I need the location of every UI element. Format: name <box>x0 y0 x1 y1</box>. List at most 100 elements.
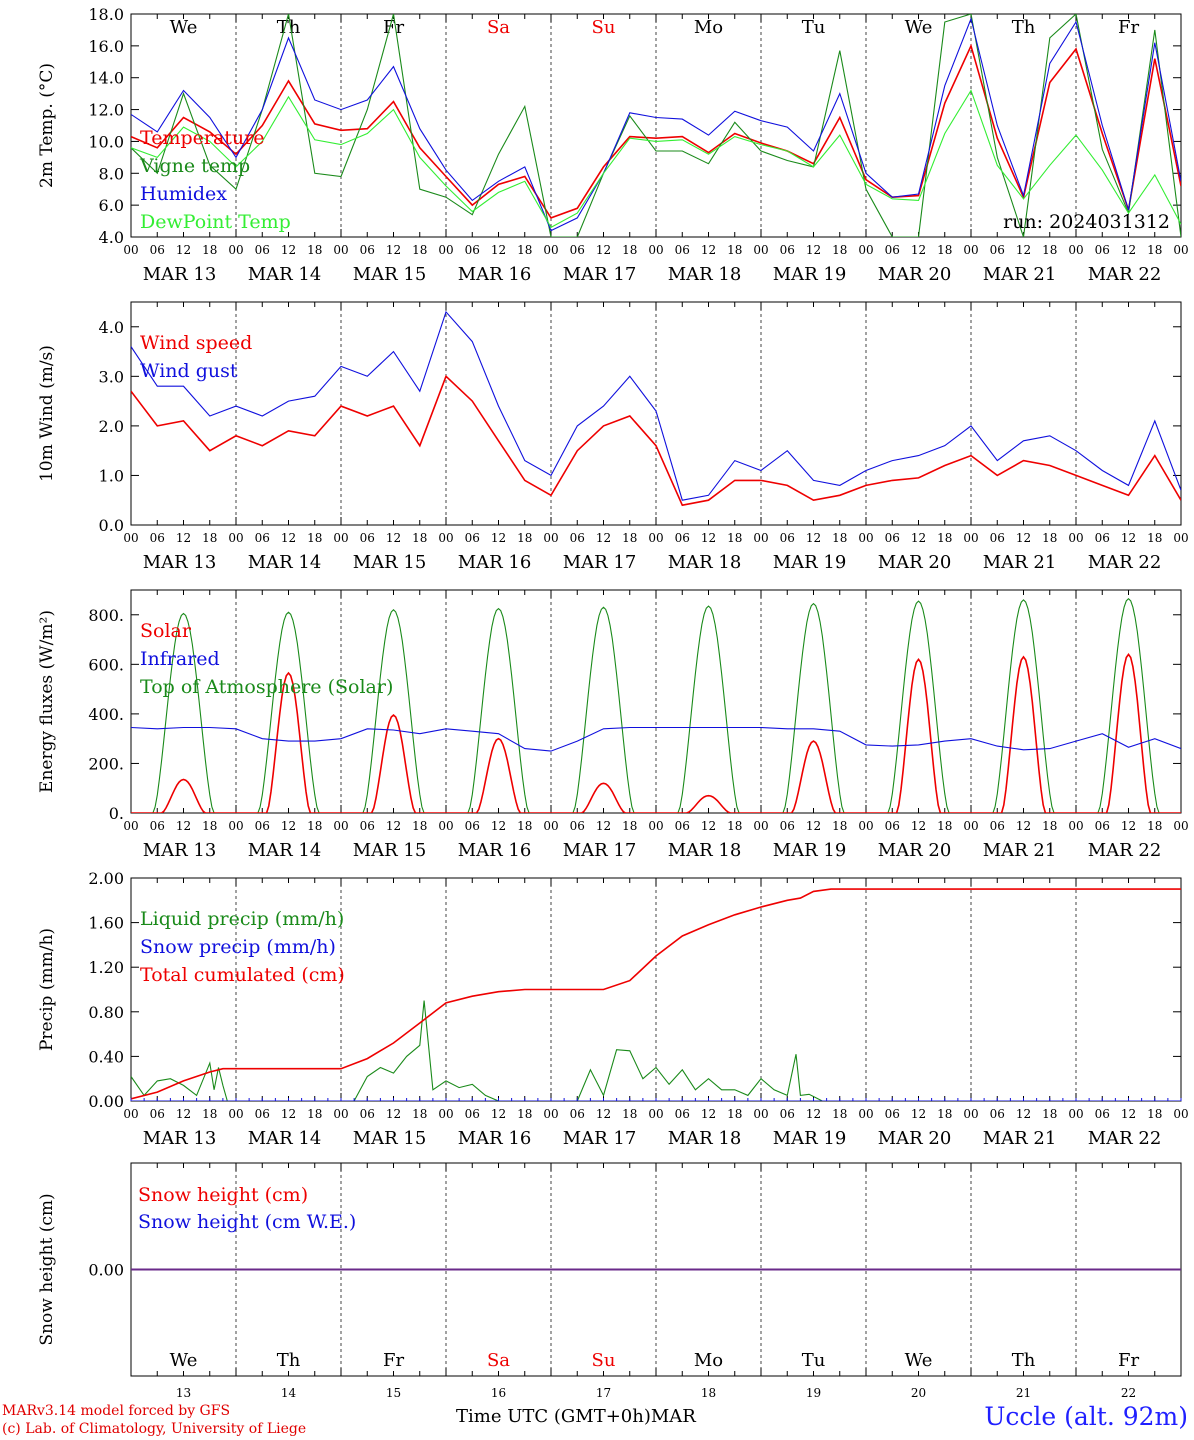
date-label: MAR 14 <box>248 1128 322 1149</box>
hour-tick-label: 06 <box>1095 243 1110 257</box>
hour-tick-label: 00 <box>858 1107 873 1121</box>
hour-tick-label: 06 <box>150 819 165 833</box>
hour-tick-label: 00 <box>123 819 138 833</box>
date-label: MAR 16 <box>458 1128 532 1149</box>
y-tick-label: 200. <box>88 754 124 773</box>
hour-tick-label: 18 <box>202 243 217 257</box>
hour-tick-label: 06 <box>780 819 795 833</box>
date-label: MAR 13 <box>143 264 217 285</box>
hour-tick-label: 06 <box>465 243 480 257</box>
date-label: MAR 15 <box>353 264 427 285</box>
day-abbr-top: Th <box>1012 17 1036 38</box>
hour-tick-label: 06 <box>465 819 480 833</box>
hour-tick-label: 12 <box>806 243 821 257</box>
date-label: MAR 22 <box>1088 840 1162 861</box>
hour-tick-label: 00 <box>333 243 348 257</box>
hour-tick-label: 06 <box>150 243 165 257</box>
y-tick-label: 8.0 <box>99 164 124 183</box>
hour-tick-label: 12 <box>491 531 506 545</box>
hour-tick-label: 18 <box>1042 819 1057 833</box>
model-credit-line-2: (c) Lab. of Climatology, University of L… <box>2 1421 307 1437</box>
day-abbr-bottom: Fr <box>1118 1350 1139 1371</box>
legend-entry: Total cumulated (cm) <box>140 964 345 986</box>
y-axis-label: Precip (mm/h) <box>37 928 57 1051</box>
series-line-toa-solar <box>131 597 1181 813</box>
day-abbr-top: Tu <box>802 17 826 38</box>
hour-tick-label: 00 <box>543 1107 558 1121</box>
hour-tick-label: 18 <box>727 1107 742 1121</box>
series-line-solar <box>131 653 1181 813</box>
hour-tick-label: 12 <box>176 1107 191 1121</box>
hour-tick-label: 12 <box>1121 531 1136 545</box>
y-tick-label: 0. <box>109 804 124 823</box>
hour-tick-label: 12 <box>491 819 506 833</box>
hour-tick-label: 06 <box>570 819 585 833</box>
hour-tick-label: 18 <box>727 531 742 545</box>
day-number: 13 <box>176 1386 191 1400</box>
hour-tick-label: 12 <box>701 531 716 545</box>
hour-tick-label: 18 <box>937 243 952 257</box>
y-tick-label: 6.0 <box>99 196 124 215</box>
hour-tick-label: 06 <box>255 1107 270 1121</box>
y-axis-label: 10m Wind (m/s) <box>37 345 57 482</box>
hour-tick-label: 12 <box>806 1107 821 1121</box>
hour-tick-label: 06 <box>780 531 795 545</box>
series-line-liquid-precip-mm-h- <box>131 1000 1181 1101</box>
hour-tick-label: 00 <box>123 531 138 545</box>
hour-tick-label: 00 <box>438 1107 453 1121</box>
date-label: MAR 20 <box>878 552 952 573</box>
y-tick-label: 16.0 <box>88 37 124 56</box>
hour-tick-label: 00 <box>648 819 663 833</box>
y-tick-label: 0.0 <box>99 516 124 535</box>
hour-tick-label: 18 <box>1147 819 1162 833</box>
hour-tick-label: 12 <box>911 243 926 257</box>
hour-tick-label: 18 <box>1042 243 1057 257</box>
date-label: MAR 17 <box>563 1128 637 1149</box>
hour-tick-label: 00 <box>1068 531 1083 545</box>
date-label: MAR 17 <box>563 264 637 285</box>
hour-tick-label: 06 <box>150 1107 165 1121</box>
run-label: run: 2024031312 <box>1003 211 1170 233</box>
date-label: MAR 21 <box>983 1128 1057 1149</box>
legend-entry: Infrared <box>140 648 220 670</box>
hour-tick-label: 00 <box>858 531 873 545</box>
date-label: MAR 14 <box>248 840 322 861</box>
hour-tick-label: 00 <box>648 531 663 545</box>
hour-tick-label: 06 <box>675 819 690 833</box>
hour-tick-label: 00 <box>858 819 873 833</box>
hour-tick-label: 12 <box>806 531 821 545</box>
day-abbr-top: We <box>170 17 198 38</box>
hour-tick-label: 06 <box>990 243 1005 257</box>
series-line-temperature <box>131 43 1181 219</box>
day-number: 16 <box>491 1386 506 1400</box>
date-label: MAR 17 <box>563 552 637 573</box>
hour-tick-label: 00 <box>228 243 243 257</box>
hour-tick-label: 12 <box>701 1107 716 1121</box>
legend-entry: Top of Atmosphere (Solar) <box>140 676 393 698</box>
hour-tick-label: 12 <box>596 819 611 833</box>
date-label: MAR 15 <box>353 1128 427 1149</box>
hour-tick-label: 00 <box>228 531 243 545</box>
y-tick-label: 600. <box>88 655 124 674</box>
hour-tick-label: 12 <box>386 819 401 833</box>
hour-tick-label: 00 <box>1173 243 1188 257</box>
hour-tick-label: 12 <box>176 531 191 545</box>
hour-tick-label: 18 <box>1147 531 1162 545</box>
panel-frame-1 <box>130 13 1182 238</box>
hour-tick-label: 00 <box>1068 243 1083 257</box>
hour-tick-label: 18 <box>832 243 847 257</box>
hour-tick-label: 00 <box>123 243 138 257</box>
hour-tick-label: 12 <box>1016 243 1031 257</box>
hour-tick-label: 18 <box>412 531 427 545</box>
date-label: MAR 16 <box>458 840 532 861</box>
hour-tick-label: 12 <box>596 1107 611 1121</box>
hour-tick-label: 06 <box>1095 819 1110 833</box>
hour-tick-label: 12 <box>491 243 506 257</box>
y-tick-label: 0.00 <box>88 1261 124 1280</box>
date-label: MAR 20 <box>878 840 952 861</box>
day-number: 20 <box>911 1386 926 1400</box>
hour-tick-label: 12 <box>176 819 191 833</box>
hour-tick-label: 18 <box>202 819 217 833</box>
hour-tick-label: 18 <box>832 1107 847 1121</box>
